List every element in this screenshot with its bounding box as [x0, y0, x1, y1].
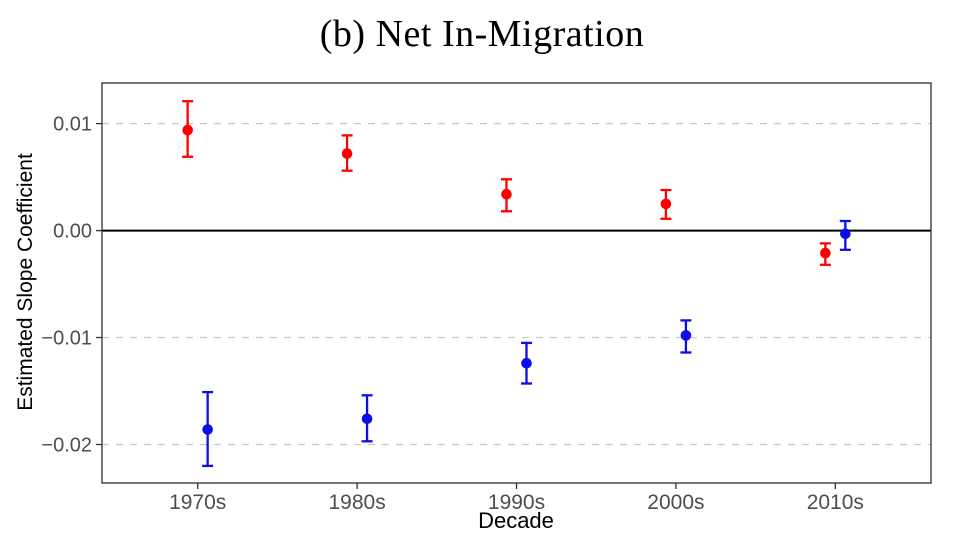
x-tick-label: 2010s — [807, 491, 864, 514]
x-axis-title: Decade — [478, 508, 554, 533]
panel-border — [101, 82, 932, 484]
x-tick-label: 1970s — [169, 491, 226, 514]
blue-series-point — [361, 413, 373, 425]
blue-series-point — [521, 357, 532, 369]
red-series-point — [820, 247, 831, 259]
y-tick-label: −0.01 — [41, 328, 92, 350]
y-tick-label: 0.01 — [53, 114, 92, 136]
y-tick-label: −0.02 — [41, 435, 92, 457]
red-series-point — [182, 124, 193, 136]
blue-series-point — [202, 424, 213, 435]
y-tick-label: 0.00 — [53, 221, 92, 243]
red-series-point — [341, 148, 353, 159]
x-tick-label: 1980s — [328, 491, 385, 514]
chart-title: (b) Net In-Migration — [319, 13, 645, 55]
blue-series-point — [840, 228, 851, 240]
blue-series-point — [680, 330, 692, 341]
x-tick-label: 2000s — [647, 491, 704, 514]
red-series-point — [660, 198, 672, 210]
red-series-point — [501, 188, 512, 200]
x-tick-label: 1990s — [488, 491, 545, 514]
